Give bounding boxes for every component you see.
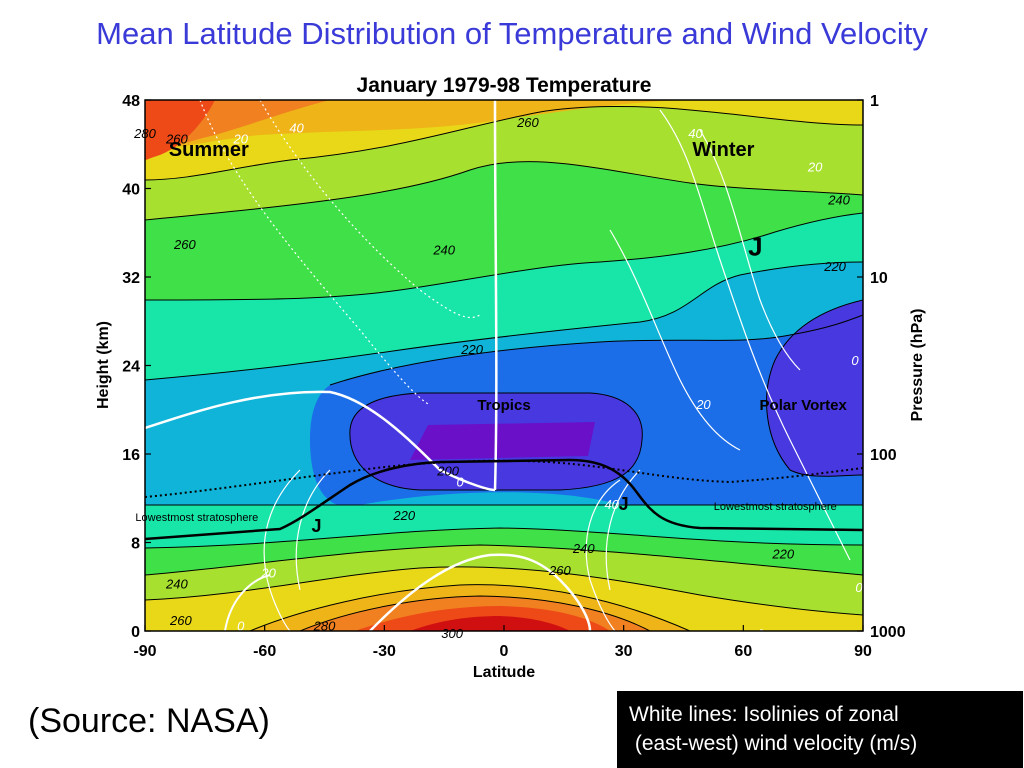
region-label: Lowestmost stratosphere (714, 501, 837, 513)
wind-contour-label: 0 (851, 353, 859, 368)
source-caption: (Source: NASA) (28, 702, 270, 740)
temperature-contour-label: 240 (827, 193, 850, 208)
temperature-contour-label: 220 (771, 547, 794, 562)
wind-legend-note: White lines: Isolinies of zonal (east-we… (617, 691, 1023, 768)
band-200-pv (766, 300, 863, 477)
wind-contour-label: 0 (457, 475, 465, 490)
x-tick-label: -60 (253, 643, 276, 660)
pressure-tick-label: 1000 (870, 624, 906, 641)
pressure-tick-label: 100 (870, 447, 897, 464)
temperature-contour-label: 240 (165, 576, 188, 591)
temperature-contour-label: 220 (823, 259, 846, 274)
pressure-tick-label: 10 (870, 270, 888, 287)
legend-line-1: White lines: Isolinies of zonal (629, 703, 899, 726)
wind-isolines (145, 100, 851, 631)
wind-contour-label: 0 (855, 580, 863, 595)
x-tick-label: 90 (854, 643, 872, 660)
wind-contour-label: 40 (688, 126, 703, 141)
pressure-tick-label: 1 (870, 93, 879, 110)
x-tick-label: 0 (500, 643, 509, 660)
x-tick-label: -30 (373, 643, 396, 660)
y-axis: 0 8 16 24 32 40 48 (122, 93, 151, 641)
x-tick-label: 60 (734, 643, 752, 660)
temperature-contour-label: 260 (548, 563, 571, 578)
chart-title: January 1979-98 Temperature (357, 74, 652, 97)
region-labels: Summer Winter J Tropics Polar Vortex Lowestmo… (135, 139, 847, 536)
x-tick-label: 30 (615, 643, 633, 660)
y-tick-label: 40 (122, 182, 140, 199)
isotherm-lines (145, 105, 863, 631)
x-axis-label: Latitude (473, 664, 535, 681)
y-tick-label: 0 (131, 624, 140, 641)
temperature-contour-label: 260 (169, 613, 192, 628)
temperature-contour-label: 220 (392, 508, 415, 523)
region-label: Summer (169, 139, 249, 161)
region-label: Tropics (477, 397, 530, 414)
wind-contour-label: 40 (604, 497, 619, 512)
pressure-axis-label: Pressure (hPa) (909, 309, 926, 422)
region-label: Winter (692, 139, 754, 161)
temperature-contour-label: 300 (441, 626, 463, 641)
wind-contour-label: 20 (232, 132, 248, 147)
temperature-field (145, 100, 863, 631)
legend-line-2: (east-west) wind velocity (m/s) (629, 732, 918, 755)
temperature-contour-label: 260 (516, 115, 539, 130)
temperature-chart: January 1979-98 Temperature (95, 74, 926, 681)
y-tick-label: 16 (122, 447, 140, 464)
temperature-contour-label: 260 (165, 132, 188, 147)
slide-title: Mean Latitude Distribution of Temperatur… (96, 16, 928, 51)
region-label: J (619, 494, 629, 514)
y-tick-label: 48 (122, 93, 140, 110)
y-tick-label: 32 (122, 270, 140, 287)
band-190 (410, 422, 595, 460)
x-tick-label: -90 (133, 643, 156, 660)
y-tick-label: 8 (131, 536, 140, 553)
region-label: J (748, 231, 762, 261)
wind-contour-label: 20 (695, 397, 711, 412)
temperature-contour-label: 240 (432, 242, 455, 257)
y-tick-label: 24 (122, 359, 140, 376)
band-230-low (145, 505, 863, 548)
band-290 (145, 100, 215, 160)
region-label: J (312, 516, 322, 536)
temperature-contour-label: 280 (313, 618, 336, 633)
temperature-contour-label: 220 (460, 342, 483, 357)
region-label: Lowestmost stratosphere (135, 512, 258, 524)
temperature-contour-label: 200 (436, 464, 459, 479)
wind-contour-label: 20 (807, 159, 823, 174)
wind-contour-label: 0 (237, 618, 245, 633)
temperature-contour-label: 240 (572, 541, 595, 556)
wind-contour-label: 20 (260, 565, 276, 580)
region-label: Polar Vortex (760, 397, 848, 414)
pressure-axis: 1 10 100 1000 (857, 93, 906, 641)
temperature-contour-label: 260 (173, 237, 196, 252)
band-300-low (410, 616, 570, 631)
wind-contour-label: 40 (289, 121, 304, 136)
y-axis-label: Height (km) (95, 321, 112, 409)
x-axis: -90 -60 -30 0 30 60 90 (133, 625, 872, 660)
